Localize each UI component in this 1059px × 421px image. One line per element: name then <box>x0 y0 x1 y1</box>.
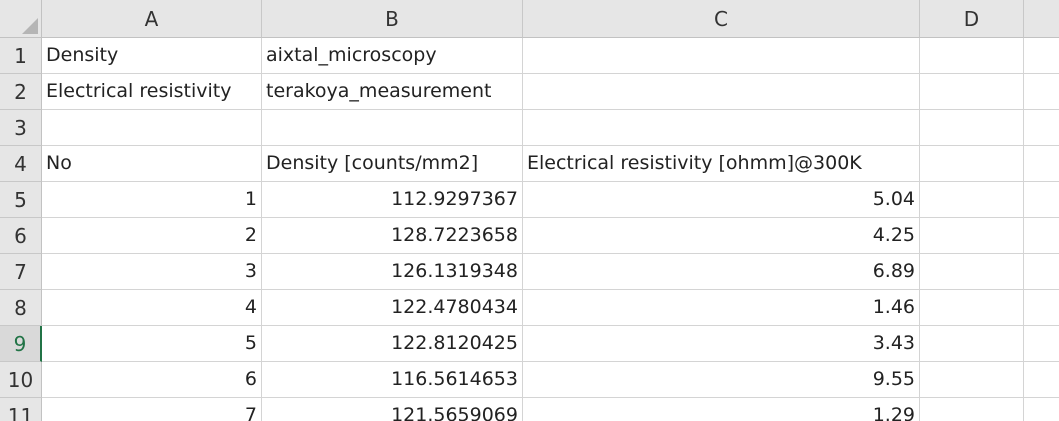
cell-next-column[interactable] <box>1024 146 1059 182</box>
cell-a10[interactable]: 6 <box>42 362 262 398</box>
cell-next-column[interactable] <box>1024 182 1059 218</box>
select-all-triangle-icon <box>22 18 38 34</box>
cell-a4[interactable]: No <box>42 146 262 182</box>
cell-b7[interactable]: 126.1319348 <box>262 254 523 290</box>
cell-a9[interactable]: 5 <box>42 326 262 362</box>
row-header-9[interactable]: 9 <box>0 326 42 362</box>
cell-b11[interactable]: 121.5659069 <box>262 398 523 421</box>
cell-a1[interactable]: Density <box>42 38 262 74</box>
cell-d4[interactable] <box>920 146 1024 182</box>
cell-next-column[interactable] <box>1024 290 1059 326</box>
cell-a2[interactable]: Electrical resistivity <box>42 74 262 110</box>
cell-b9[interactable]: 122.8120425 <box>262 326 523 362</box>
cell-b6[interactable]: 128.7223658 <box>262 218 523 254</box>
cell-next-column[interactable] <box>1024 362 1059 398</box>
cell-b5[interactable]: 112.9297367 <box>262 182 523 218</box>
cell-d10[interactable] <box>920 362 1024 398</box>
cell-c9[interactable]: 3.43 <box>523 326 920 362</box>
cell-c10[interactable]: 9.55 <box>523 362 920 398</box>
cell-a11[interactable]: 7 <box>42 398 262 421</box>
cell-c4[interactable]: Electrical resistivity [ohmm]@300K <box>523 146 920 182</box>
row-header-8[interactable]: 8 <box>0 290 42 326</box>
cell-d3[interactable] <box>920 110 1024 146</box>
cell-c8[interactable]: 1.46 <box>523 290 920 326</box>
cell-b1[interactable]: aixtal_microscopy <box>262 38 523 74</box>
row-header-6[interactable]: 6 <box>0 218 42 254</box>
cell-next-column[interactable] <box>1024 74 1059 110</box>
cell-c2[interactable] <box>523 74 920 110</box>
row-header-7[interactable]: 7 <box>0 254 42 290</box>
cell-c1[interactable] <box>523 38 920 74</box>
cell-c7[interactable]: 6.89 <box>523 254 920 290</box>
cell-d6[interactable] <box>920 218 1024 254</box>
cell-d11[interactable] <box>920 398 1024 421</box>
row-header-3[interactable]: 3 <box>0 110 42 146</box>
cell-d9[interactable] <box>920 326 1024 362</box>
cell-next-column[interactable] <box>1024 254 1059 290</box>
cell-c6[interactable]: 4.25 <box>523 218 920 254</box>
cell-a7[interactable]: 3 <box>42 254 262 290</box>
cell-b3[interactable] <box>262 110 523 146</box>
cell-d7[interactable] <box>920 254 1024 290</box>
row-header-5[interactable]: 5 <box>0 182 42 218</box>
cell-a5[interactable]: 1 <box>42 182 262 218</box>
row-header-2[interactable]: 2 <box>0 74 42 110</box>
column-header-d[interactable]: D <box>920 0 1024 38</box>
row-header-11[interactable]: 11 <box>0 398 42 421</box>
cell-a8[interactable]: 4 <box>42 290 262 326</box>
cell-d1[interactable] <box>920 38 1024 74</box>
cell-next-column[interactable] <box>1024 218 1059 254</box>
cell-d2[interactable] <box>920 74 1024 110</box>
cell-c11[interactable]: 1.29 <box>523 398 920 421</box>
cell-b10[interactable]: 116.5614653 <box>262 362 523 398</box>
row-header-4[interactable]: 4 <box>0 146 42 182</box>
cell-c5[interactable]: 5.04 <box>523 182 920 218</box>
cell-b4[interactable]: Density [counts/mm2] <box>262 146 523 182</box>
cell-b8[interactable]: 122.4780434 <box>262 290 523 326</box>
cell-next-column[interactable] <box>1024 110 1059 146</box>
column-header-next[interactable] <box>1024 0 1059 38</box>
row-header-1[interactable]: 1 <box>0 38 42 74</box>
cell-d5[interactable] <box>920 182 1024 218</box>
cell-b2[interactable]: terakoya_measurement <box>262 74 523 110</box>
column-header-b[interactable]: B <box>262 0 523 38</box>
column-header-a[interactable]: A <box>42 0 262 38</box>
row-header-10[interactable]: 10 <box>0 362 42 398</box>
cell-next-column[interactable] <box>1024 326 1059 362</box>
column-header-c[interactable]: C <box>523 0 920 38</box>
select-all-button[interactable] <box>0 0 42 38</box>
cell-d8[interactable] <box>920 290 1024 326</box>
cell-c3[interactable] <box>523 110 920 146</box>
cell-a6[interactable]: 2 <box>42 218 262 254</box>
cell-next-column[interactable] <box>1024 398 1059 421</box>
cell-next-column[interactable] <box>1024 38 1059 74</box>
cell-a3[interactable] <box>42 110 262 146</box>
